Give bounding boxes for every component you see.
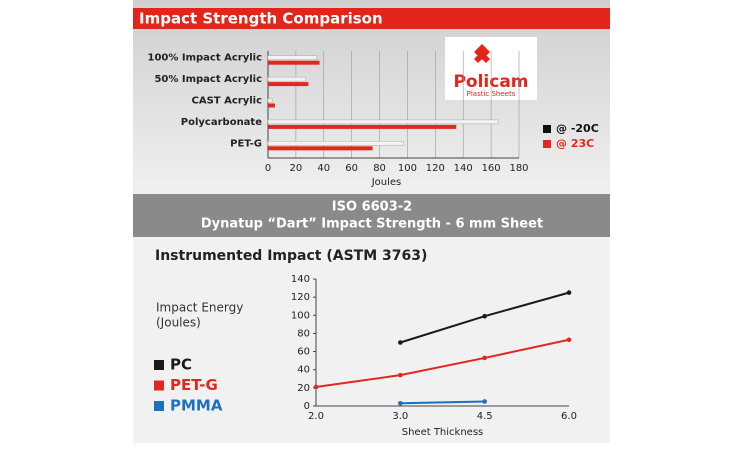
legend-label: PC (170, 356, 192, 374)
legend-label: PMMA (170, 397, 223, 415)
y-tick-label: 100 (291, 310, 310, 321)
logo-mark (474, 44, 490, 63)
point (313, 384, 319, 390)
x-tick-label: 80 (373, 163, 386, 174)
panel-bottom (133, 237, 610, 443)
y-tick-label: 140 (291, 274, 310, 285)
y-tick-label: 60 (297, 347, 310, 358)
x-tick-label: 120 (426, 163, 445, 174)
bar (267, 55, 318, 60)
y-axis-label: Impact Energy (156, 301, 243, 315)
point (566, 337, 572, 343)
bar (267, 76, 306, 82)
legend-swatch (154, 401, 164, 411)
banner (133, 194, 610, 237)
y-axis-label: (Joules) (156, 316, 201, 330)
bar (267, 119, 499, 125)
x-tick-label: 140 (454, 163, 473, 174)
series-line (400, 400, 485, 405)
title-bar (133, 8, 610, 29)
x-tick-label: 40 (317, 163, 330, 174)
y-tick-label: 40 (297, 365, 310, 376)
x-tick-label: 3.0 (392, 411, 408, 422)
point (566, 290, 572, 295)
y-tick-label: 80 (297, 328, 310, 339)
y-tick-label: 0 (304, 401, 310, 412)
x-axis-label: Joules (371, 177, 402, 188)
legend-label: @ 23C (556, 137, 594, 150)
point (398, 340, 403, 345)
point (398, 400, 403, 406)
series-line (315, 338, 570, 388)
legend-swatch (154, 360, 164, 370)
x-tick-label: 180 (509, 163, 528, 174)
point (482, 313, 487, 319)
banner-line: Dynatup “Dart” Impact Strength - 6 mm Sh… (201, 217, 543, 232)
x-tick-label: 60 (345, 163, 358, 174)
y-tick-label: CAST Acrylic (192, 96, 263, 107)
bar (268, 103, 275, 108)
x-tick-label: 0 (265, 163, 271, 174)
legend-label: PET-G (170, 376, 218, 394)
legend-swatch (543, 125, 551, 133)
x-tick-label: 100 (398, 163, 417, 174)
legend-swatch (154, 380, 164, 391)
bar (268, 82, 309, 87)
x-tick-label: 2.0 (308, 411, 324, 422)
y-tick-label: 50% Impact Acrylic (154, 74, 262, 85)
banner-line: ISO 6603-2 (332, 200, 412, 215)
bar (267, 141, 404, 146)
legend-label: @ -20C (556, 122, 599, 135)
y-tick-label: 120 (291, 292, 310, 303)
bar (268, 60, 320, 65)
x-tick-label: 160 (482, 163, 501, 174)
bar (268, 146, 373, 151)
y-tick-label: 100% Impact Acrylic (147, 53, 262, 64)
x-tick-label: 20 (290, 163, 303, 174)
point (398, 372, 403, 378)
x-axis-label: Sheet Thickness (402, 427, 484, 438)
y-tick-label: Polycarbonate (181, 117, 262, 128)
x-tick-label: 6.0 (561, 411, 577, 422)
chart-title: Instrumented Impact (ASTM 3763) (155, 248, 427, 264)
title: Impact Strength Comparison (139, 10, 383, 28)
bar (268, 124, 457, 129)
point (482, 355, 487, 361)
x-tick-label: 4.5 (477, 411, 493, 422)
bar (267, 98, 273, 103)
point (482, 399, 487, 404)
legend-swatch (543, 140, 551, 148)
y-tick-label: 20 (297, 383, 310, 394)
y-tick-label: PET-G (230, 138, 262, 149)
